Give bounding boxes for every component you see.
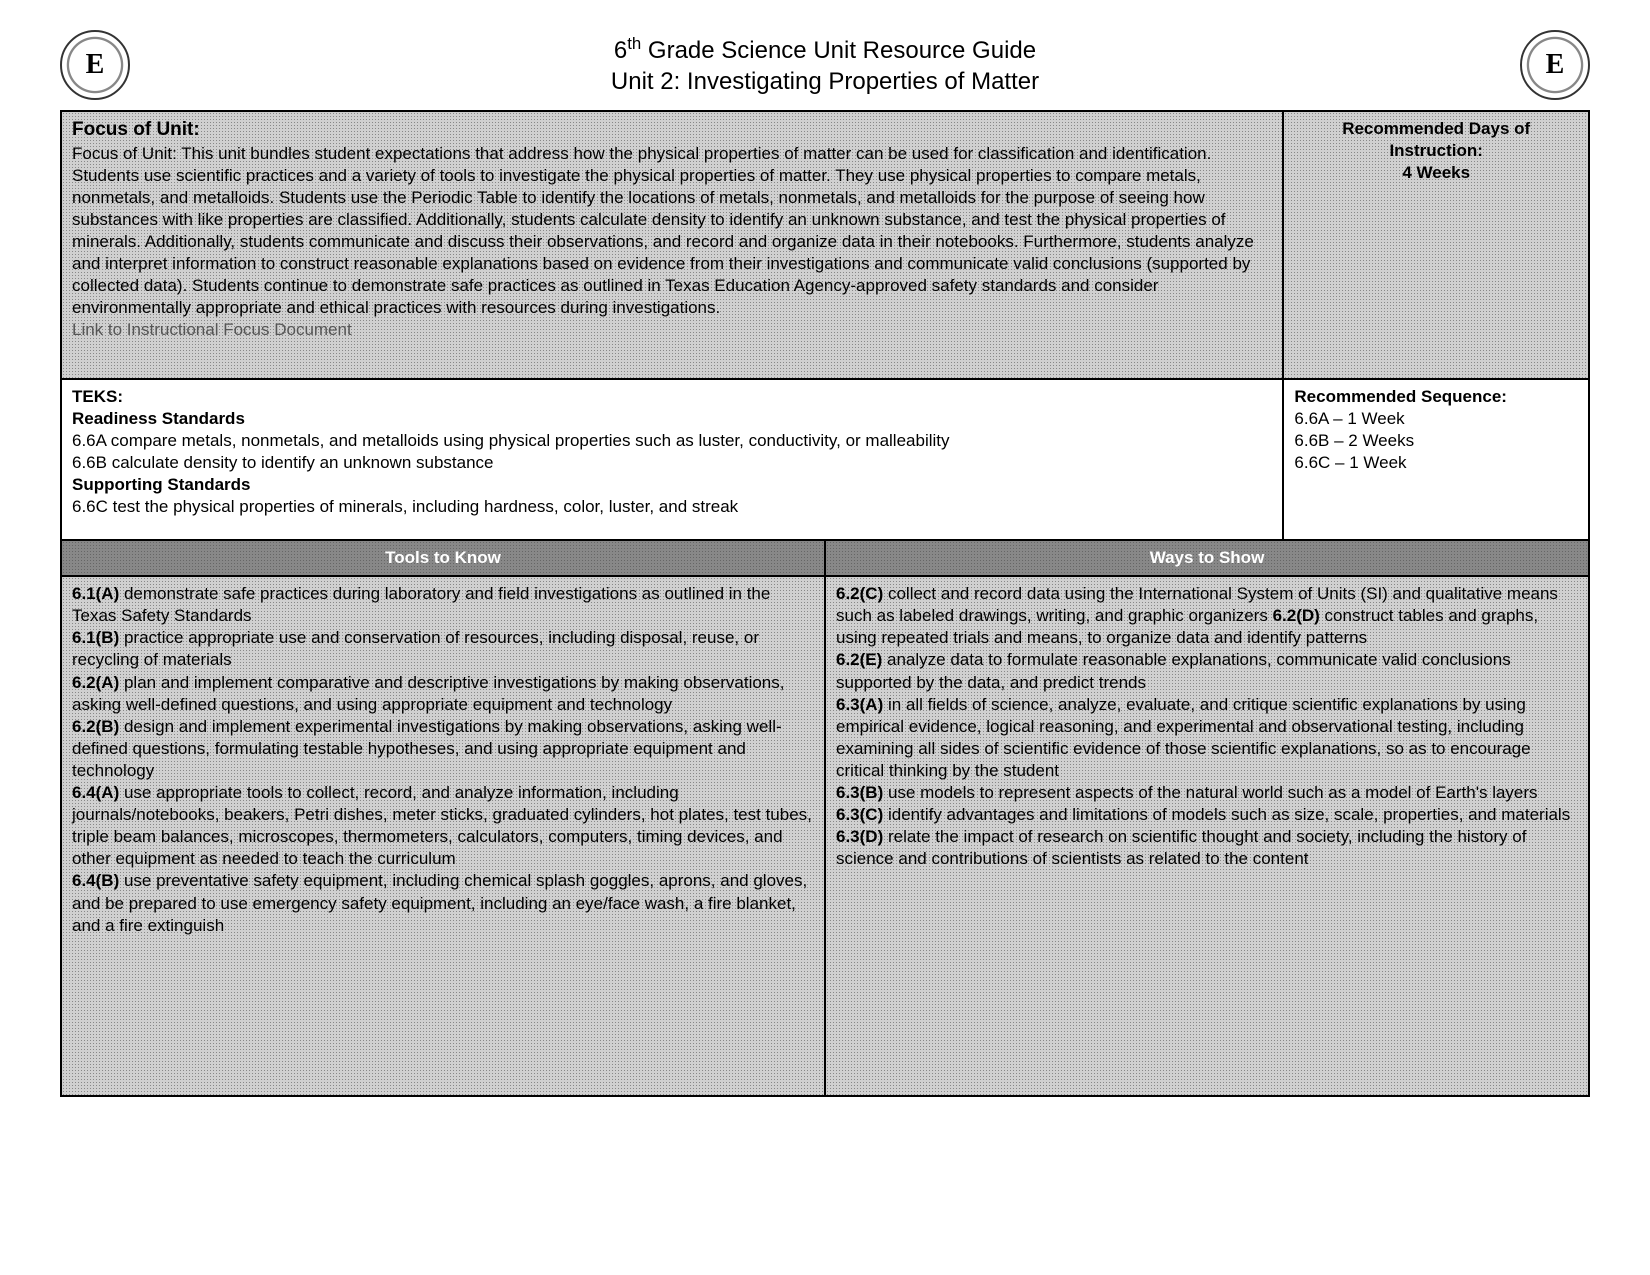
tools-ways-table: Tools to Know Ways to Show 6.1(A) demons… (60, 539, 1590, 1097)
standard-text: in all fields of science, analyze, evalu… (836, 695, 1531, 780)
standard-code: 6.3(A) (836, 695, 883, 714)
logo-left (60, 30, 130, 100)
ways-item: 6.3(A) in all fields of science, analyze… (836, 694, 1578, 782)
standard-text: demonstrate safe practices during labora… (72, 584, 770, 625)
title-line2: Unit 2: Investigating Properties of Matt… (130, 66, 1520, 97)
standard-text: use appropriate tools to collect, record… (72, 783, 812, 868)
sequence-item: 6.6C – 1 Week (1294, 452, 1578, 474)
focus-heading: Focus of Unit: (72, 118, 1272, 143)
sequence-item: 6.6A – 1 Week (1294, 408, 1578, 430)
standard-text: practice appropriate use and conservatio… (72, 628, 759, 669)
standard-code: 6.2(C) (836, 584, 883, 603)
standard-text: design and implement experimental invest… (72, 717, 782, 780)
focus-cell: Focus of Unit: Focus of Unit: This unit … (61, 111, 1283, 379)
standard-code: 6.2(A) (72, 673, 119, 692)
title-sup: th (627, 34, 641, 53)
main-table: Focus of Unit: Focus of Unit: This unit … (60, 110, 1590, 541)
sequence-cell: Recommended Sequence: 6.6A – 1 Week 6.6B… (1283, 379, 1589, 541)
teks-heading: TEKS: (72, 386, 1272, 408)
recommended-days-cell: Recommended Days of Instruction: 4 Weeks (1283, 111, 1589, 379)
ways-item: 6.3(D) relate the impact of research on … (836, 826, 1578, 870)
header: 6th Grade Science Unit Resource Guide Un… (60, 30, 1590, 100)
recommended-days-value: 4 Weeks (1294, 162, 1578, 184)
sequence-heading: Recommended Sequence: (1294, 386, 1578, 408)
standard-code: 6.1(B) (72, 628, 119, 647)
standard-text: use preventative safety equipment, inclu… (72, 871, 807, 934)
standard-text: identify advantages and limitations of m… (883, 805, 1570, 824)
title-rest: Grade Science Unit Resource Guide (641, 37, 1036, 64)
recommended-days-label: Recommended Days of Instruction: (1294, 118, 1578, 162)
standard-code: 6.2(B) (72, 717, 119, 736)
standard-text: analyze data to formulate reasonable exp… (836, 650, 1511, 691)
standard-code: 6.1(A) (72, 584, 119, 603)
supporting-item: 6.6C test the physical properties of min… (72, 496, 1272, 518)
standard-code: 6.2(E) (836, 650, 882, 669)
teks-cell: TEKS: Readiness Standards 6.6A compare m… (61, 379, 1283, 541)
standard-text: plan and implement comparative and descr… (72, 673, 784, 714)
ways-header: Ways to Show (825, 540, 1589, 576)
ways-item: 6.3(C) identify advantages and limitatio… (836, 804, 1578, 826)
tools-item: 6.1(A) demonstrate safe practices during… (72, 583, 814, 627)
ways-item: 6.2(C) collect and record data using the… (836, 583, 1578, 649)
standard-code: 6.4(B) (72, 871, 119, 890)
page-title: 6th Grade Science Unit Resource Guide Un… (130, 33, 1520, 97)
focus-body: Focus of Unit: This unit bundles student… (72, 143, 1272, 320)
readiness-item: 6.6B calculate density to identify an un… (72, 452, 1272, 474)
standard-code: 6.3(B) (836, 783, 883, 802)
ways-item: 6.2(E) analyze data to formulate reasona… (836, 649, 1578, 693)
tools-cell: 6.1(A) demonstrate safe practices during… (61, 576, 825, 1096)
readiness-item: 6.6A compare metals, nonmetals, and meta… (72, 430, 1272, 452)
tools-item: 6.4(B) use preventative safety equipment… (72, 870, 814, 936)
standard-code: 6.2(D) (1273, 606, 1320, 625)
standard-text: relate the impact of research on scienti… (836, 827, 1526, 868)
tools-item: 6.1(B) practice appropriate use and cons… (72, 627, 814, 671)
readiness-label: Readiness Standards (72, 408, 1272, 430)
title-grade-num: 6 (614, 37, 627, 64)
tools-item: 6.2(B) design and implement experimental… (72, 716, 814, 782)
teks-heading-text: TEKS: (72, 387, 123, 406)
standard-code: 6.3(C) (836, 805, 883, 824)
logo-right (1520, 30, 1590, 100)
ways-item: 6.3(B) use models to represent aspects o… (836, 782, 1578, 804)
tools-header: Tools to Know (61, 540, 825, 576)
ways-cell: 6.2(C) collect and record data using the… (825, 576, 1589, 1096)
standard-code: 6.3(D) (836, 827, 883, 846)
standard-code: 6.4(A) (72, 783, 119, 802)
standard-text: use models to represent aspects of the n… (883, 783, 1537, 802)
sequence-item: 6.6B – 2 Weeks (1294, 430, 1578, 452)
tools-item: 6.2(A) plan and implement comparative an… (72, 672, 814, 716)
tools-item: 6.4(A) use appropriate tools to collect,… (72, 782, 814, 870)
focus-link[interactable]: Link to Instructional Focus Document (72, 319, 1272, 341)
supporting-label: Supporting Standards (72, 474, 1272, 496)
